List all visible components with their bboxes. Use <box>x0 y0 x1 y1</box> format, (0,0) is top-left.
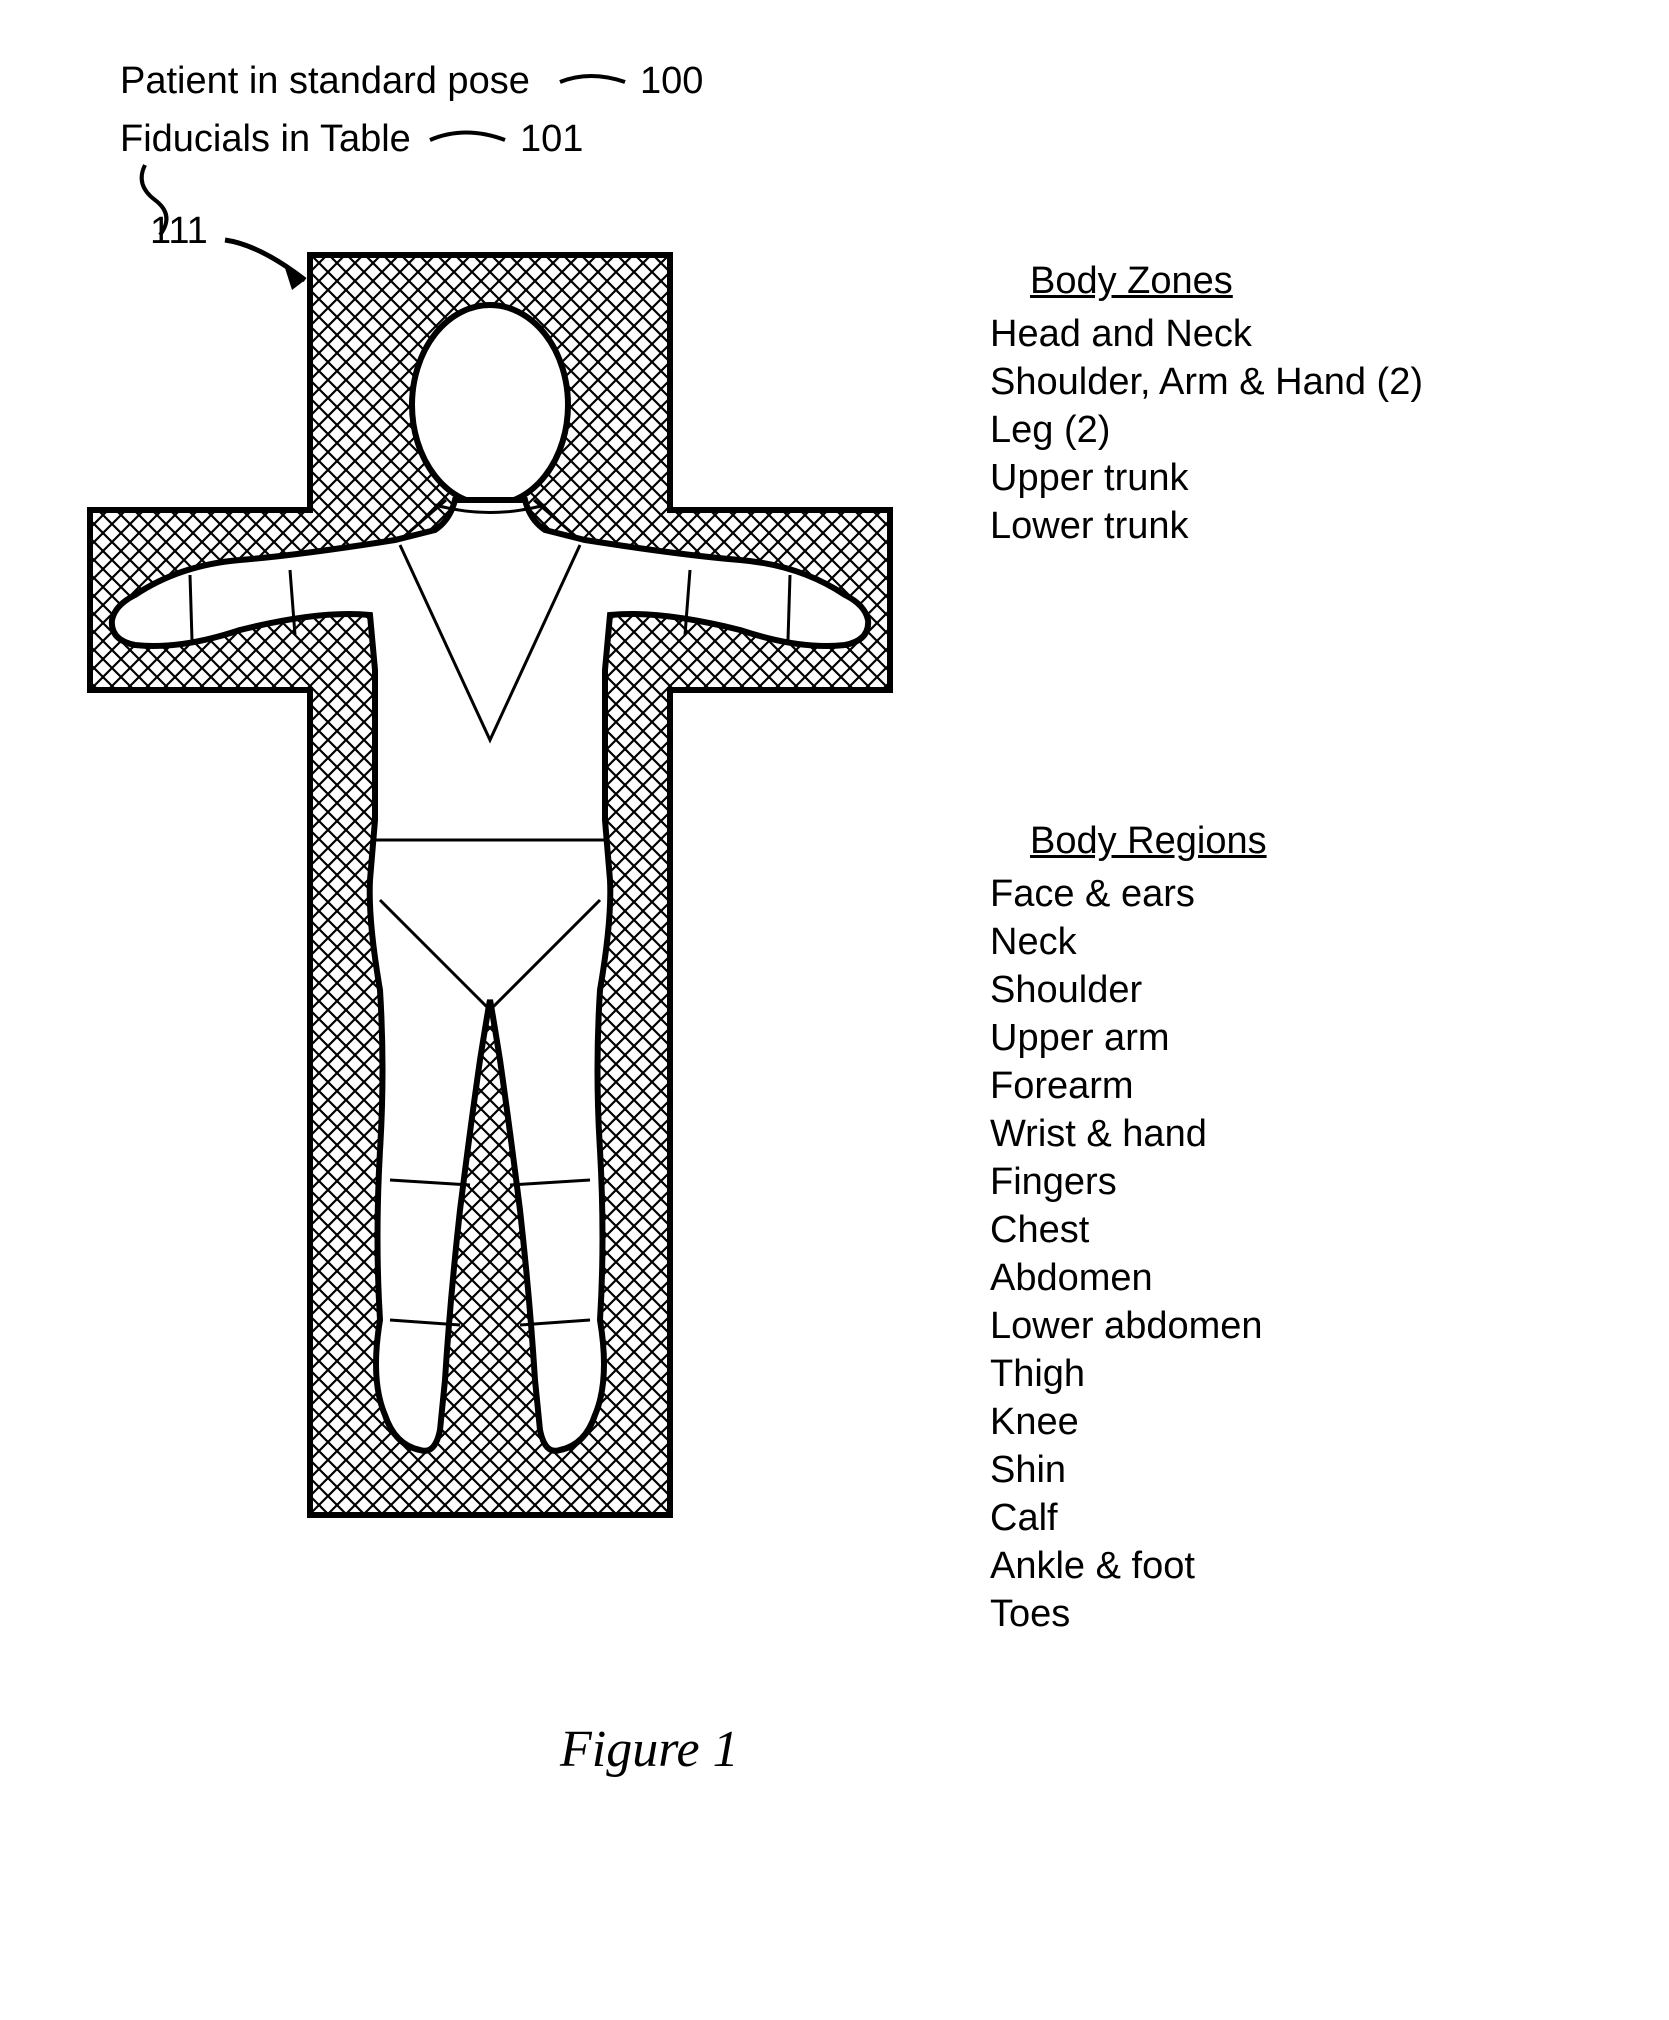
body-zones-heading: Body Zones <box>1030 260 1233 303</box>
body-head <box>412 305 568 505</box>
list-item: Leg (2) <box>990 406 1423 454</box>
list-item: Head and Neck <box>990 310 1423 358</box>
list-item: Lower abdomen <box>990 1302 1263 1350</box>
list-item: Fingers <box>990 1158 1263 1206</box>
list-item: Upper trunk <box>990 454 1423 502</box>
list-item: Face & ears <box>990 870 1263 918</box>
body-regions-list: Face & ears Neck Shoulder Upper arm Fore… <box>990 870 1263 1638</box>
body-zones-list: Head and Neck Shoulder, Arm & Hand (2) L… <box>990 310 1423 550</box>
list-item: Abdomen <box>990 1254 1263 1302</box>
body-regions-heading: Body Regions <box>1030 820 1267 863</box>
list-item: Thigh <box>990 1350 1263 1398</box>
list-item: Calf <box>990 1494 1263 1542</box>
figure-caption: Figure 1 <box>560 1720 739 1779</box>
list-item: Chest <box>990 1206 1263 1254</box>
page-root: Patient in standard pose 100 Fiducials i… <box>0 0 1669 2020</box>
list-item: Shoulder, Arm & Hand (2) <box>990 358 1423 406</box>
list-item: Wrist & hand <box>990 1110 1263 1158</box>
list-item: Knee <box>990 1398 1263 1446</box>
list-item: Upper arm <box>990 1014 1263 1062</box>
list-item: Shin <box>990 1446 1263 1494</box>
list-item: Ankle & foot <box>990 1542 1263 1590</box>
list-item: Lower trunk <box>990 502 1423 550</box>
list-item: Shoulder <box>990 966 1263 1014</box>
list-item: Neck <box>990 918 1263 966</box>
list-item: Forearm <box>990 1062 1263 1110</box>
main-diagram <box>40 200 940 1600</box>
list-item: Toes <box>990 1590 1263 1638</box>
